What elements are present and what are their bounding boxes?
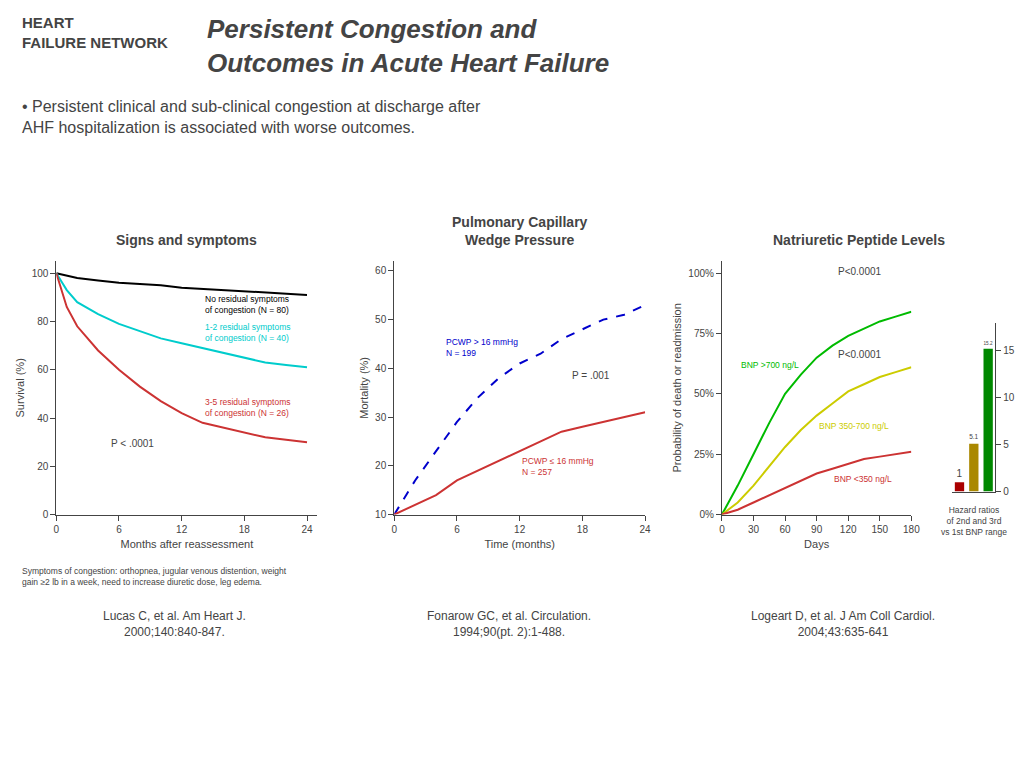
svg-text:Natriuretic Peptide Levels: Natriuretic Peptide Levels [773, 232, 945, 248]
svg-text:BNP <350 ng/L: BNP <350 ng/L [834, 474, 892, 484]
svg-text:15.2: 15.2 [984, 341, 993, 346]
svg-text:P < .0001: P < .0001 [111, 438, 154, 449]
svg-text:6: 6 [454, 524, 460, 535]
svg-text:5: 5 [1003, 439, 1009, 450]
svg-text:12: 12 [176, 524, 188, 535]
svg-text:0: 0 [391, 524, 397, 535]
svg-text:0: 0 [54, 524, 60, 535]
svg-text:180: 180 [903, 524, 920, 535]
svg-text:90: 90 [811, 524, 823, 535]
svg-text:20: 20 [375, 460, 387, 471]
svg-text:24: 24 [301, 524, 313, 535]
svg-text:0: 0 [1003, 486, 1009, 497]
svg-text:Symptoms of congestion: orthop: Symptoms of congestion: orthopnea, jugul… [22, 566, 287, 587]
svg-text:P<0.0001: P<0.0001 [838, 349, 882, 360]
svg-text:Months after reassessment: Months after reassessment [121, 538, 254, 550]
svg-text:Lucas C, et al. Am Heart J.200: Lucas C, et al. Am Heart J.2000;140:840-… [103, 609, 246, 639]
svg-text:15: 15 [1003, 345, 1015, 356]
svg-text:60: 60 [780, 524, 792, 535]
svg-text:BNP >700 ng/L: BNP >700 ng/L [741, 360, 799, 370]
svg-text:25%: 25% [694, 449, 714, 460]
svg-text:20: 20 [37, 461, 49, 472]
svg-text:18: 18 [239, 524, 251, 535]
svg-text:1-2 residual symptomsof conges: 1-2 residual symptomsof congestion (N = … [205, 322, 291, 343]
svg-text:100: 100 [32, 268, 49, 279]
svg-text:Fonarow GC, et al. Circulation: Fonarow GC, et al. Circulation.1994;90(p… [427, 609, 591, 639]
svg-text:Hazard ratiosof 2nd and 3rdvs: Hazard ratiosof 2nd and 3rdvs 1st BNP ra… [941, 505, 1007, 537]
svg-text:No residual symptomsof congest: No residual symptomsof congestion (N = 8… [205, 294, 289, 315]
svg-text:Persistent Congestion andOutco: Persistent Congestion andOutcomes in Acu… [207, 14, 609, 78]
svg-text:Pulmonary CapillaryWedge Press: Pulmonary CapillaryWedge Pressure [452, 214, 588, 248]
svg-text:Days: Days [804, 538, 830, 550]
svg-text:100%: 100% [688, 268, 714, 279]
svg-text:30: 30 [748, 524, 760, 535]
svg-text:1: 1 [956, 468, 962, 479]
svg-text:P<0.0001: P<0.0001 [838, 266, 882, 277]
svg-text:60: 60 [375, 265, 387, 276]
svg-text:60: 60 [37, 364, 49, 375]
svg-text:80: 80 [37, 316, 49, 327]
svg-text:0%: 0% [699, 509, 714, 520]
svg-text:120: 120 [840, 524, 857, 535]
svg-text:30: 30 [375, 412, 387, 423]
svg-text:24: 24 [640, 524, 652, 535]
svg-text:P = .001: P = .001 [572, 370, 610, 381]
svg-text:50%: 50% [694, 388, 714, 399]
svg-text:75%: 75% [694, 328, 714, 339]
svg-text:0: 0 [43, 509, 49, 520]
svg-text:Signs and symptoms: Signs and symptoms [116, 232, 257, 248]
svg-text:40: 40 [375, 363, 387, 374]
svg-text:5.1: 5.1 [969, 433, 978, 440]
svg-text:50: 50 [375, 314, 387, 325]
svg-text:Mortality (%): Mortality (%) [358, 357, 370, 419]
svg-text:40: 40 [37, 413, 49, 424]
svg-text:Time (months): Time (months) [484, 538, 555, 550]
svg-text:10: 10 [1003, 392, 1015, 403]
svg-text:• Persistent clinical and sub-: • Persistent clinical and sub-clinical c… [22, 98, 481, 136]
svg-text:PCWP > 16 mmHgN = 199: PCWP > 16 mmHgN = 199 [446, 337, 518, 358]
svg-text:10: 10 [375, 509, 387, 520]
svg-text:Probability of death or readmi: Probability of death or readmission [671, 303, 683, 472]
svg-text:HEARTFAILURE NETWORK: HEARTFAILURE NETWORK [22, 14, 168, 51]
svg-text:BNP 350-700 ng/L: BNP 350-700 ng/L [819, 421, 889, 431]
svg-text:0: 0 [719, 524, 725, 535]
svg-text:Survival (%): Survival (%) [14, 358, 26, 417]
svg-text:18: 18 [577, 524, 589, 535]
svg-text:150: 150 [871, 524, 888, 535]
svg-text:Logeart D, et al. J Am Coll Ca: Logeart D, et al. J Am Coll Cardiol.2004… [751, 609, 935, 639]
svg-text:6: 6 [116, 524, 122, 535]
svg-text:PCWP ≤ 16 mmHgN = 257: PCWP ≤ 16 mmHgN = 257 [522, 456, 594, 477]
svg-text:12: 12 [514, 524, 526, 535]
svg-text:3-5 residual symptomsof conges: 3-5 residual symptomsof congestion (N = … [205, 397, 291, 418]
